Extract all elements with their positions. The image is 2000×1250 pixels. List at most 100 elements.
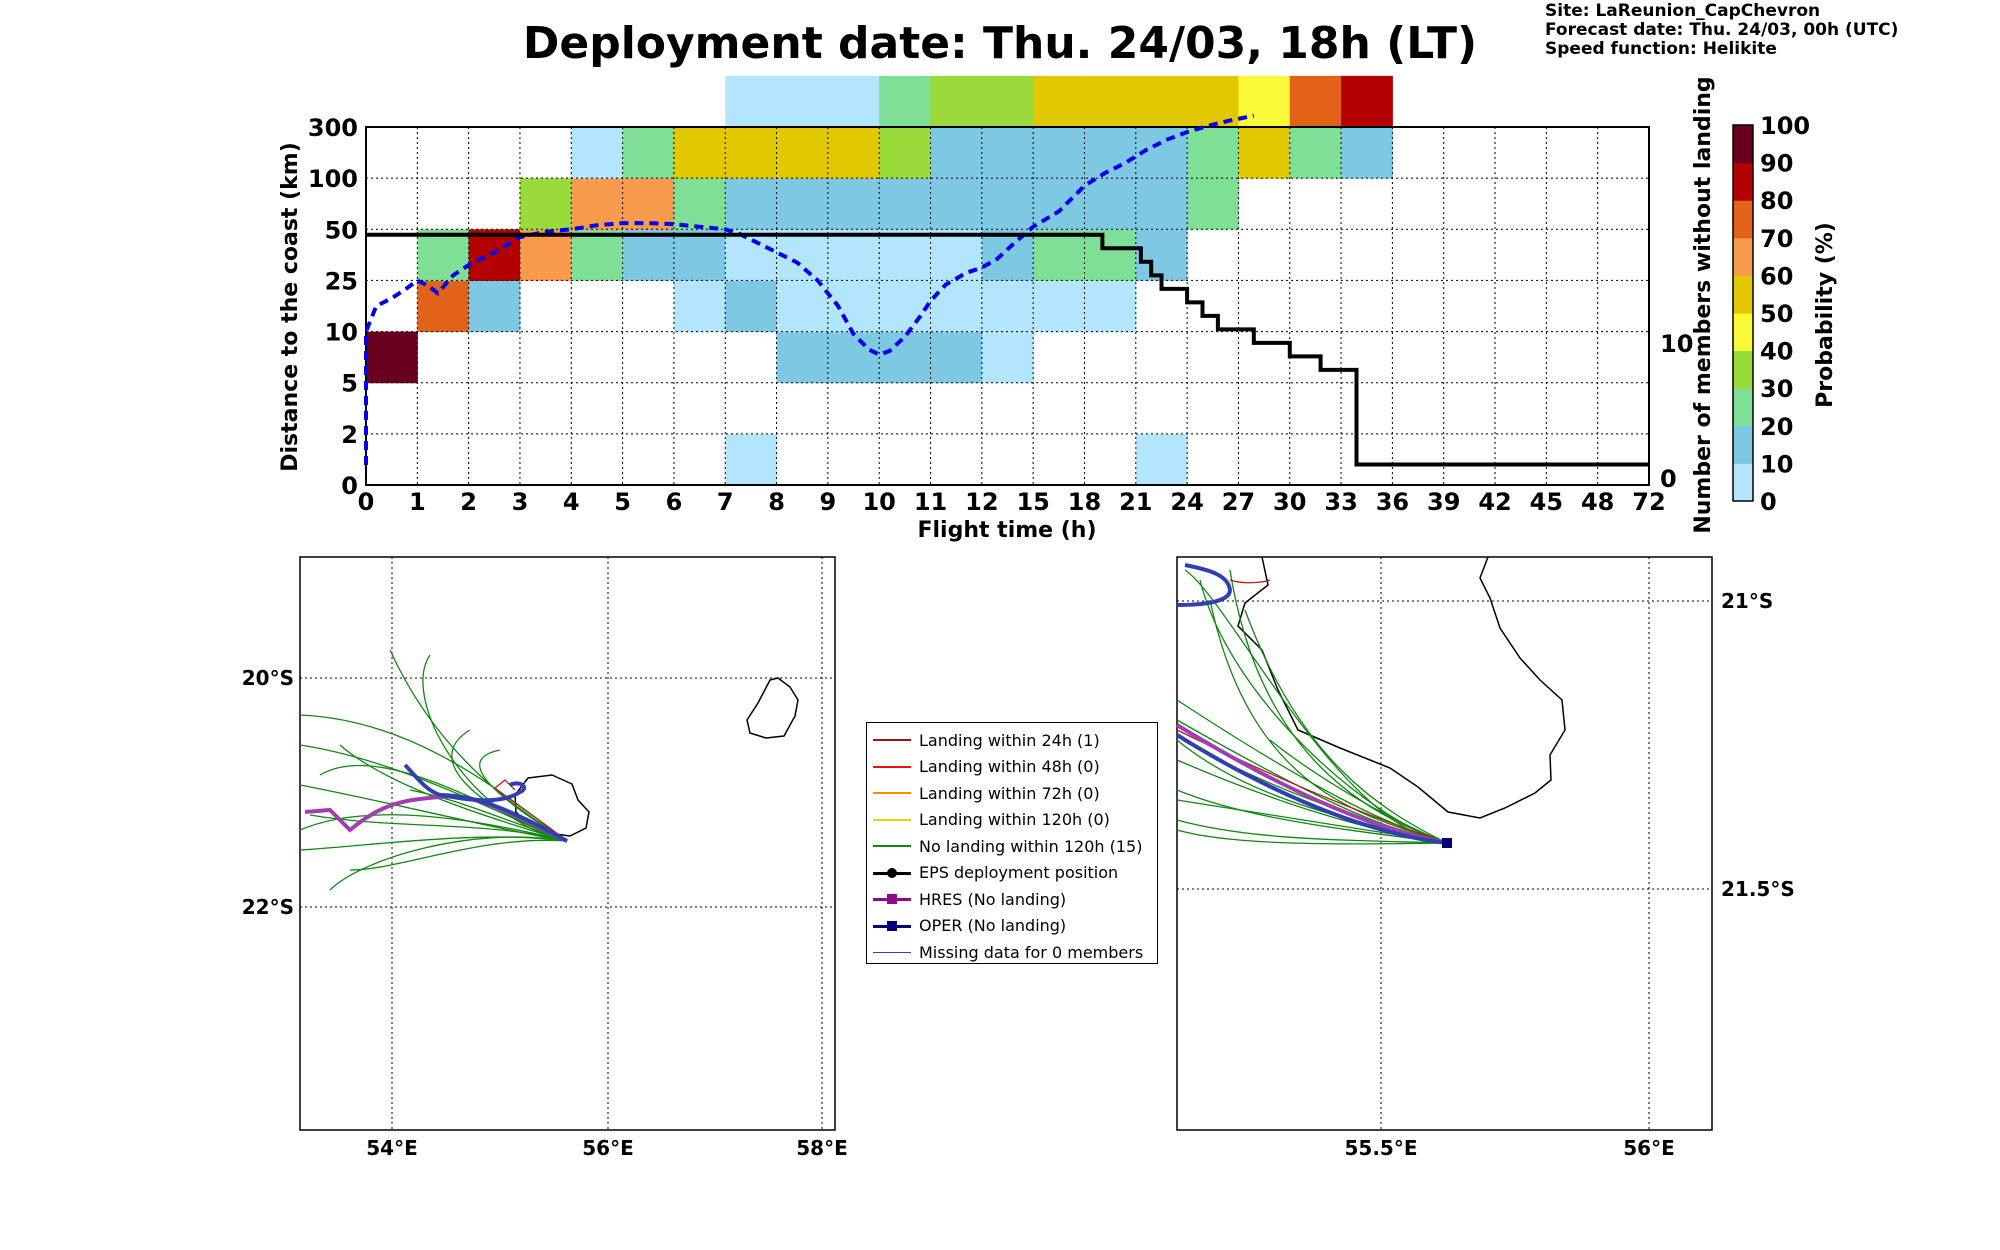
colorbar-segment [1733,275,1753,314]
colorbar-label: Probability (%) [1813,222,1838,408]
legend-label: Landing within 24h (1) [919,730,1100,750]
legend-swatch [873,786,911,800]
colorbar-ticks: 0 10 20 30 40 50 60 70 80 90 100 [1760,112,1810,516]
flight-time-ticks: 0 1 2 3 4 5 6 7 8 9 10 11 12 15 18 21 24 27 30 33 36 39 42 45 48… [358,488,1666,516]
heatmap-cell [725,280,778,333]
x-tick-label: 18 [1068,488,1101,516]
heatmap-cell [776,178,829,230]
heatmap-grid [366,127,1649,485]
heatmap-cell [930,229,983,281]
colorbar-tick-label: 70 [1760,225,1793,253]
y-tick-label: 0 [341,472,358,500]
legend-item: Landing within 120h (0) [873,807,1151,834]
mauritius-coastline [746,677,799,739]
heatmap-cell [1033,127,1085,179]
x-tick-label: 9 [820,488,837,516]
trajectory [299,814,568,842]
x-tick-label: 15 [1016,488,1049,516]
y-tick-label: 50 [325,216,358,244]
heatmap-cell [776,127,829,179]
y2-tick-label: 10 [1660,330,1693,358]
colorbar-segment [1733,162,1753,201]
y-axis-label: Distance to the coast (km) [278,142,303,472]
x-tick-label: 10 [862,488,895,516]
heatmap-cell [879,178,932,230]
colorbar-tick-label: 0 [1760,488,1777,516]
heatmap-cell [571,127,624,179]
heatmap-cell [622,178,675,230]
probability-heatmap: 0 1 2 3 4 5 6 7 8 9 10 11 12 15 18 21 24 27 30 33 36 39 42 45 48… [278,75,1716,543]
heatmap-cell [1084,229,1137,281]
heatmap-cell [827,280,880,333]
x-axis-label: Flight time (h) [917,518,1096,543]
forecast-info: Site: LaReunion_CapChevron Forecast date… [1545,2,1898,59]
x-tick-label: 7 [717,488,734,516]
probability-colorbar: 0 10 20 30 40 50 60 70 80 90 100 Probability (%) [1732,112,1838,516]
colorbar-segment [1733,463,1753,502]
legend-label: EPS deployment position [919,863,1119,883]
y-tick-label: 5 [341,370,358,398]
x-tick-label: 36 [1376,488,1409,516]
legend-swatch [873,866,911,880]
heatmap-cell [981,178,1034,230]
heatmap-cell [366,331,418,384]
heatmap-cell [827,75,880,128]
y2-axis-label: Number of members without landing [1691,76,1716,533]
heatmap-cell [827,229,880,281]
map-right-ticks: 55.5°E 56°E 21°S 21.5°S [1344,589,1794,1160]
colorbar-segment [1733,200,1753,239]
heatmap-cell [1135,433,1188,486]
heatmap-cell [1084,280,1137,333]
trajectory [1269,739,1448,844]
legend-label: Missing data for 0 members [919,942,1144,962]
heatmap-cell [1084,75,1137,128]
heatmap-cell [981,229,1034,281]
colorbar-segment [1733,425,1753,464]
x-tick-label: 4 [563,488,580,516]
heatmap-cell [725,75,778,128]
heatmap-series [364,113,1649,467]
y-tick-label: 100 [308,165,358,193]
legend-label: OPER (No landing) [919,916,1067,936]
trajectory [1176,819,1448,844]
legend-item: Landing within 24h (1) [873,727,1151,754]
legend-swatch [873,892,911,906]
x-tick-label: 2 [460,488,477,516]
x-tick-label: 72 [1632,488,1665,516]
legend-item: Landing within 48h (0) [873,754,1151,781]
legend-swatch [873,839,911,853]
heatmap-cell [1341,127,1393,179]
heatmap-cell [1033,229,1085,281]
heatmap-cell [673,229,726,281]
legend-item: EPS deployment position [873,860,1151,887]
x-tick-label: 12 [965,488,998,516]
x-tick-label: 27 [1222,488,1255,516]
heatmap-cell [1084,178,1137,230]
legend-item: Missing data for 0 members [873,939,1151,966]
members-without-landing-line [366,232,1649,467]
heatmap-cell [930,75,983,128]
heatmap-cell [673,178,726,230]
reunion-coastline-zoom [1237,556,1566,819]
longitude-label: 56°E [582,1136,634,1160]
early-landing-trajectory [493,779,568,842]
trajectory [349,839,568,871]
heatmap-cell [776,331,829,384]
heatmap-cell [1238,75,1291,128]
oper-trajectory-loop [439,781,527,803]
heatmap-cell [930,331,983,384]
heatmap-cell [879,127,932,179]
x-tick-label: 42 [1478,488,1511,516]
legend-item: No landing within 120h (15) [873,833,1151,860]
heatmap-cell [519,229,572,281]
heatmap-cell [1033,75,1085,128]
colorbar-cells [1733,125,1753,502]
legend-label: Landing within 72h (0) [919,783,1100,803]
heatmap-cell [776,280,829,333]
trajectory [329,836,568,891]
heatmap-cell [519,178,572,230]
heatmap-cell [930,178,983,230]
median-distance-line [364,113,1255,465]
